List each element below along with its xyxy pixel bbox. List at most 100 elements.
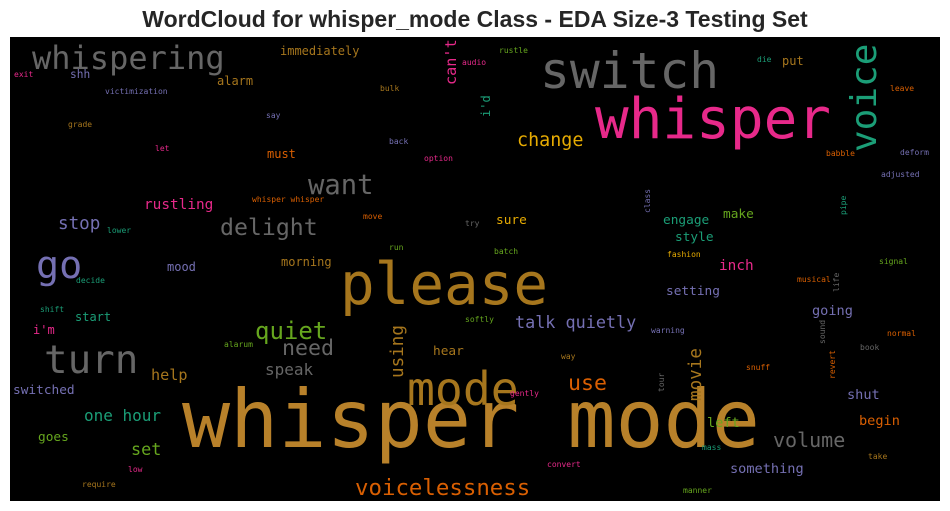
word-one-hour: one hour <box>84 406 161 425</box>
word-whisper-whisper: whisper whisper <box>252 195 324 204</box>
word-i-d: i'd <box>479 95 493 117</box>
word-bulk: bulk <box>380 84 399 93</box>
word-make: make <box>723 207 754 222</box>
word-way: way <box>561 352 576 361</box>
word-quiet: quiet <box>255 317 327 345</box>
word-leave: leave <box>890 84 914 93</box>
word-voicelessness: voicelessness <box>355 475 530 501</box>
word-shh: shh <box>70 68 90 81</box>
word-mood: mood <box>167 260 196 274</box>
word-normal: normal <box>887 329 916 338</box>
word-going: going <box>812 303 853 319</box>
word-let: let <box>155 144 170 153</box>
word-start: start <box>75 310 111 324</box>
word-help: help <box>151 366 188 384</box>
word-style: style <box>675 230 714 245</box>
word-low: low <box>128 465 143 474</box>
word-talk-quietly: talk quietly <box>515 312 636 332</box>
word-lower: lower <box>107 226 131 235</box>
word-die: die <box>757 55 772 64</box>
word-signal: signal <box>879 257 908 266</box>
word-convert: convert <box>547 460 581 469</box>
word-engage: engage <box>663 213 709 228</box>
word-using: using <box>388 325 408 378</box>
word-rustling: rustling <box>144 197 213 213</box>
word-alarum: alarum <box>224 340 253 349</box>
word-stop: stop <box>58 214 100 234</box>
word-immediately: immediately <box>280 44 359 58</box>
word-tour: tour <box>657 373 666 392</box>
word-sure: sure <box>496 213 527 228</box>
word-musical: musical <box>797 275 831 284</box>
word-go: go <box>36 243 82 288</box>
word-batch: batch <box>494 247 518 256</box>
word-book: book <box>860 343 879 352</box>
word-gently: gently <box>510 389 539 398</box>
word-whispering: whispering <box>32 39 225 77</box>
word-back: back <box>389 137 408 146</box>
word-alarm: alarm <box>217 74 253 88</box>
word-something: something <box>730 461 804 477</box>
word-say: say <box>266 111 281 120</box>
word-can-t: can't <box>442 39 460 85</box>
word-switched: switched <box>13 383 75 398</box>
word-need: need <box>282 336 334 361</box>
word-morning: morning <box>281 255 332 269</box>
word-move: move <box>363 212 382 221</box>
word-put: put <box>782 54 804 68</box>
word-pipe: pipe <box>839 196 848 215</box>
word-voice: voice <box>844 44 885 152</box>
word-deform: deform <box>900 148 929 157</box>
word-inch: inch <box>719 258 754 274</box>
word-shift: shift <box>40 305 64 314</box>
word-decide: decide <box>76 276 105 285</box>
word-option: option <box>424 154 453 163</box>
word-must: must <box>267 147 296 161</box>
word-snuff: snuff <box>746 363 770 372</box>
word-movie: movie <box>686 348 706 401</box>
word-manner: manner <box>683 486 712 495</box>
word-rustle: rustle <box>499 46 528 55</box>
word-grade: grade <box>68 120 92 129</box>
word-speak: speak <box>265 360 314 379</box>
word-switch: switch <box>540 42 719 100</box>
word-revert: revert <box>828 350 837 379</box>
word-want: want <box>308 170 373 201</box>
word-sound: sound <box>818 320 827 344</box>
chart-title: WordCloud for whisper_mode Class - EDA S… <box>142 6 808 32</box>
word-set: set <box>131 439 161 459</box>
word-mode: mode <box>407 362 519 416</box>
word-turn: turn <box>44 338 138 383</box>
word-goes: goes <box>38 430 69 445</box>
word-softly: softly <box>465 315 494 324</box>
word-warning: warning <box>651 326 685 335</box>
word-fashion: fashion <box>667 250 701 259</box>
wordcloud-area: whisper mode please whisper switch mode turn g… <box>10 37 940 501</box>
word-change: change <box>517 130 583 151</box>
word-volume: volume <box>773 428 845 452</box>
word-take: take <box>868 452 887 461</box>
word-hear: hear <box>433 344 464 359</box>
word-adjusted: adjusted <box>881 170 920 179</box>
word-class: class <box>643 189 652 213</box>
word-exit: exit <box>14 70 33 79</box>
word-require: require <box>82 480 116 489</box>
word-mass: mass <box>702 443 721 452</box>
word-victimization: victimization <box>105 87 168 96</box>
word-whisper-mode: whisper mode <box>182 373 760 466</box>
word-delight: delight <box>220 214 318 241</box>
word-please: please <box>340 251 548 318</box>
word-life: life <box>832 273 841 292</box>
word-babble: babble <box>826 149 855 158</box>
word-audio: audio <box>462 58 486 67</box>
word-setting: setting <box>666 284 720 299</box>
word-left: left <box>707 415 740 431</box>
word-begin: begin <box>859 413 900 429</box>
word-i-m: i'm <box>33 323 55 337</box>
word-use: use <box>568 371 607 396</box>
word-whisper: whisper <box>595 87 831 152</box>
word-run: run <box>389 243 404 252</box>
word-try: try <box>465 219 480 228</box>
word-shut: shut <box>847 387 880 403</box>
